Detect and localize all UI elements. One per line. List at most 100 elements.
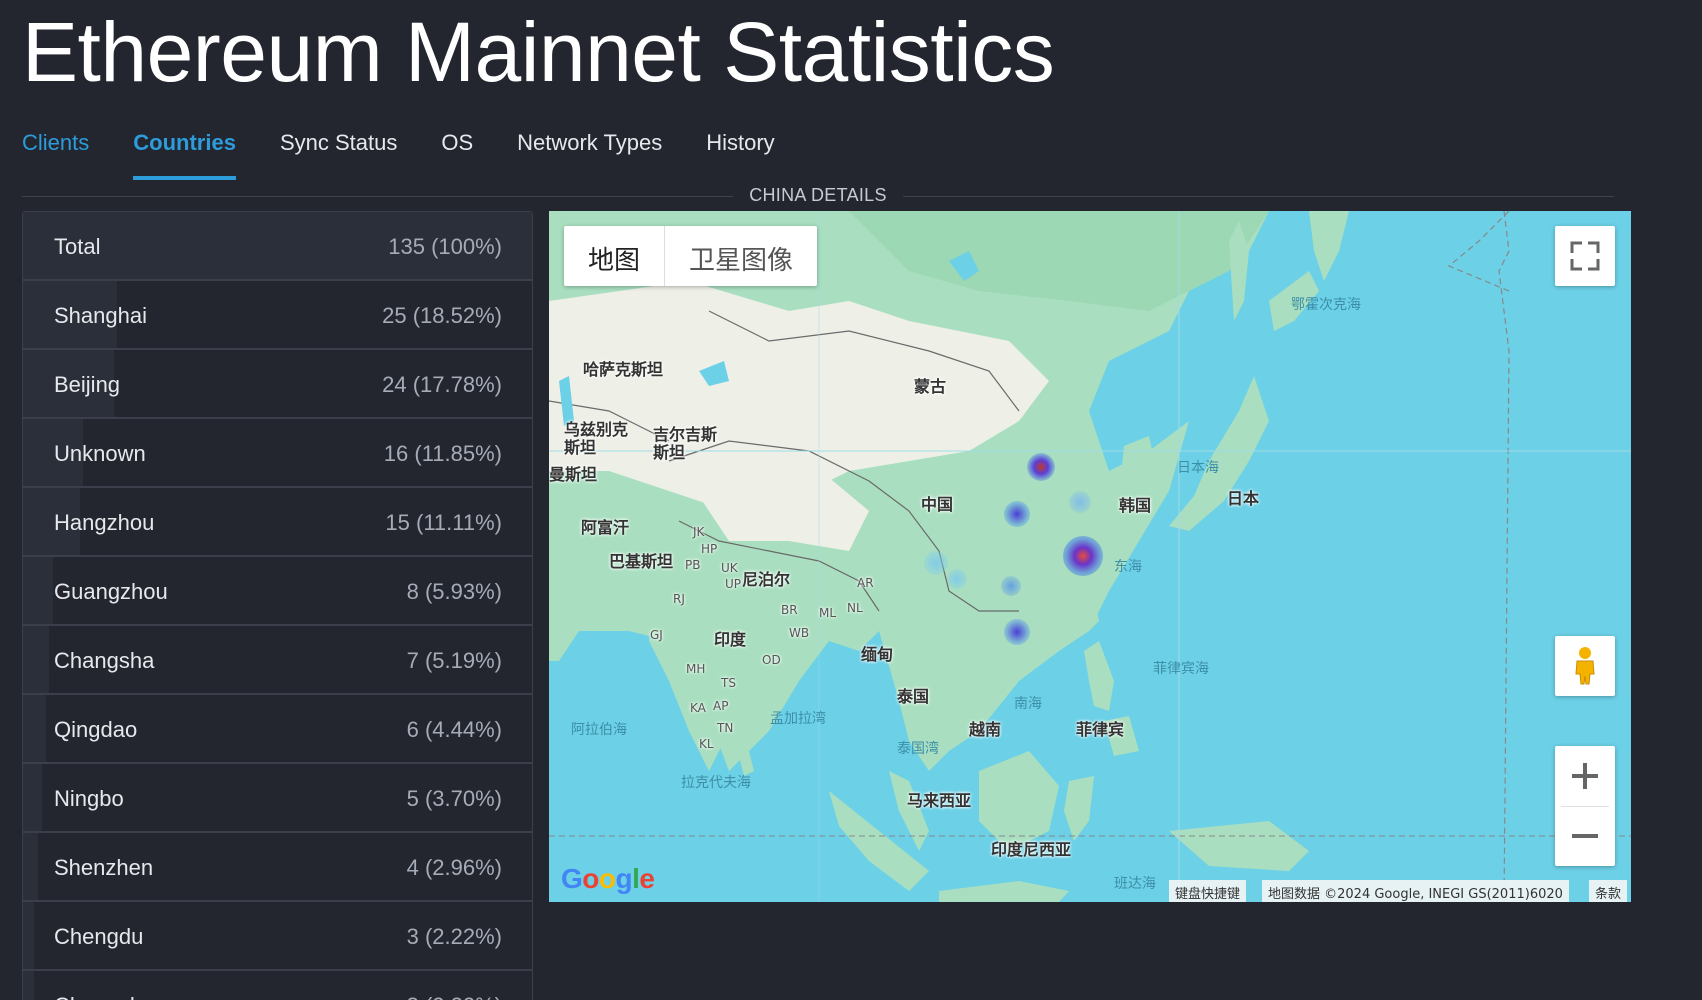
label-turkmenistan: 曼斯坦 (549, 465, 598, 484)
keyboard-shortcuts-link[interactable]: 键盘快捷键 (1169, 880, 1247, 902)
map-type-control: 地图 卫星图像 (564, 226, 818, 286)
label-jk: JK (693, 525, 705, 539)
label-malaysia: 马来西亚 (907, 791, 972, 810)
label-up: UP (725, 577, 742, 591)
share-bar (23, 695, 46, 762)
label-gj: GJ (650, 628, 663, 642)
map-view[interactable]: 哈萨克斯坦 蒙古 乌兹别克 斯坦 吉尔吉斯 斯坦 曼斯坦 阿富汗 巴基斯坦 中国… (549, 211, 1631, 902)
google-logo: Google (561, 863, 655, 894)
city-count: 25 (18.52%) (382, 303, 502, 328)
map-type-map-button[interactable]: 地图 (588, 246, 641, 276)
tab-os[interactable]: OS (441, 130, 474, 155)
map-type-satellite-button[interactable]: 卫星图像 (664, 226, 817, 286)
heat-spot-qingdao (1069, 491, 1091, 513)
street-view-button[interactable] (1555, 636, 1615, 696)
city-name: Ningbo (54, 786, 124, 811)
city-name: Hangzhou (54, 510, 155, 535)
share-bar (23, 833, 39, 900)
share-bar (23, 419, 84, 486)
label-afghanistan: 阿富汗 (581, 518, 630, 537)
table-row: Ningbo 5 (3.70%) (23, 764, 532, 833)
label-ml: ML (819, 606, 837, 620)
label-ts: TS (721, 676, 736, 690)
heat-spot-beijing (1027, 453, 1055, 481)
label-bay-of-bengal: 孟加拉湾 (770, 711, 826, 727)
share-bar (23, 626, 50, 693)
table-row: Chengdu 3 (2.22%) (23, 902, 532, 971)
table-row: Shanghai 25 (18.52%) (23, 281, 532, 350)
city-count: 135 (100%) (388, 234, 502, 259)
city-count: 3 (2.22%) (406, 924, 502, 949)
city-count: 15 (11.11%) (385, 510, 502, 535)
city-count: 24 (17.78%) (382, 372, 502, 397)
minus-icon (1572, 834, 1598, 838)
zoom-out-button[interactable] (1555, 806, 1615, 866)
table-row: Chongzhou 3 (2.22%) (23, 971, 532, 1000)
share-bar (23, 764, 42, 831)
heat-spot-chongqing (947, 569, 967, 589)
city-name: Shenzhen (54, 855, 154, 880)
city-count: 16 (11.85%) (383, 441, 502, 466)
label-philippine-sea: 菲律宾海 (1153, 661, 1209, 677)
table-row: Changsha 7 (5.19%) (23, 626, 532, 695)
label-wb: WB (789, 626, 810, 640)
section-label-text: CHINA DETAILS (733, 185, 903, 205)
label-india: 印度 (714, 630, 747, 649)
label-pakistan: 巴基斯坦 (609, 552, 674, 571)
heat-spot-zhengzhou (1004, 501, 1030, 527)
heat-spot-changsha (1001, 576, 1021, 596)
terms-link[interactable]: 条款 (1589, 880, 1628, 902)
tab-history[interactable]: History (706, 130, 775, 155)
city-count: 4 (2.96%) (406, 855, 502, 880)
label-hp: HP (701, 542, 718, 556)
share-bar (23, 212, 532, 279)
map-data-attribution: 地图数据 ©2024 Google, INEGI GS(2011)6020 (1262, 880, 1569, 902)
city-name: Total (54, 234, 101, 259)
share-bar (23, 971, 35, 1000)
fullscreen-button[interactable] (1555, 226, 1615, 286)
zoom-in-button[interactable] (1555, 746, 1615, 806)
map-background (549, 211, 1631, 902)
table-row: Qingdao 6 (4.44%) (23, 695, 532, 764)
label-indonesia: 印度尼西亚 (991, 840, 1072, 859)
tab-sync-status[interactable]: Sync Status (279, 130, 398, 155)
label-br: BR (781, 603, 798, 617)
label-nepal: 尼泊尔 (742, 570, 791, 589)
label-od: OD (762, 653, 781, 667)
city-name: Beijing (54, 372, 121, 397)
label-korea: 韩国 (1119, 496, 1152, 515)
city-count: 8 (5.93%) (406, 579, 502, 604)
city-name: Chengdu (54, 924, 144, 949)
tab-bar: Clients Countries Sync Status OS Network… (22, 120, 819, 182)
tab-countries[interactable]: Countries (133, 120, 236, 182)
heat-spot-shanghai (1063, 536, 1103, 576)
city-name: Unknown (54, 441, 146, 466)
label-ap: AP (713, 699, 729, 713)
share-bar (23, 902, 35, 969)
city-name: Guangzhou (54, 579, 168, 604)
city-table: Total 135 (100%) Shanghai 25 (18.52%) Beijin… (22, 211, 533, 1000)
label-japan: 日本 (1227, 489, 1260, 508)
label-tn: TN (717, 721, 734, 735)
city-name: Changsha (54, 648, 155, 673)
tab-clients[interactable]: Clients (22, 130, 90, 155)
label-vietnam: 越南 (969, 720, 1002, 739)
city-count: 3 (2.22%) (407, 993, 502, 1000)
page-title: Ethereum Mainnet Statistics (22, 5, 1055, 99)
city-name: Chongzhou (54, 993, 167, 1000)
label-thailand: 泰国 (897, 687, 930, 706)
label-rj: RJ (673, 592, 685, 606)
label-philippines: 菲律宾 (1076, 720, 1125, 739)
total-row: Total 135 (100%) (23, 212, 532, 281)
table-row: Unknown 16 (11.85%) (23, 419, 532, 488)
city-count: 6 (4.44%) (406, 717, 502, 742)
tab-network-types[interactable]: Network Types (517, 130, 663, 155)
label-mh: MH (686, 662, 706, 676)
label-sea-of-japan: 日本海 (1177, 460, 1219, 476)
zoom-separator (1561, 806, 1609, 807)
label-uk: UK (721, 561, 738, 575)
heat-spot-guangzhou (1004, 619, 1030, 645)
fullscreen-icon (1570, 241, 1600, 271)
table-row: Shenzhen 4 (2.96%) (23, 833, 532, 902)
table-row: Beijing 24 (17.78%) (23, 350, 532, 419)
